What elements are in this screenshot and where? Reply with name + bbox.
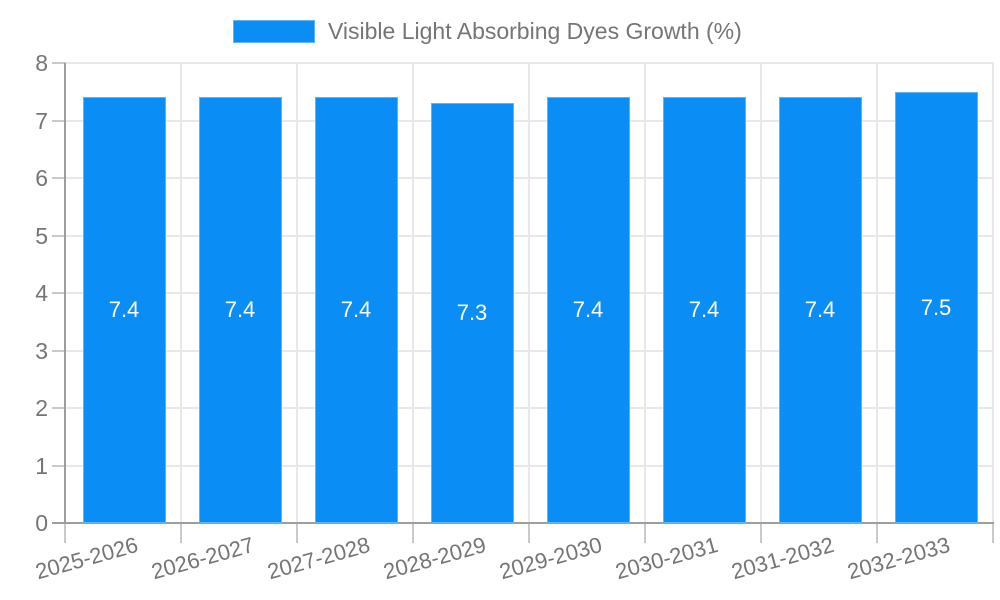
gridline-vertical xyxy=(760,63,762,523)
y-axis-tick-label: 7 xyxy=(35,107,48,134)
x-tick-mark xyxy=(64,523,66,543)
gridline-horizontal xyxy=(66,62,994,64)
y-tick-mark xyxy=(52,464,66,467)
gridline-vertical xyxy=(528,63,530,523)
bar[interactable] xyxy=(430,103,514,523)
bar-value-label: 7.5 xyxy=(920,294,952,320)
gridline-vertical xyxy=(876,63,878,523)
y-tick-mark xyxy=(52,407,66,409)
gridline-horizontal xyxy=(66,119,994,122)
gridline-horizontal xyxy=(66,349,994,352)
gridline-vertical xyxy=(992,63,994,523)
bar-value-label: 7.4 xyxy=(340,297,372,322)
legend-item[interactable]: Visible Light Absorbing Dyes Growth (%) xyxy=(233,18,742,45)
x-tick-mark xyxy=(644,523,646,543)
y-tick-mark xyxy=(52,177,66,179)
bar[interactable] xyxy=(198,97,282,523)
gridline-vertical xyxy=(644,63,646,523)
x-axis-line xyxy=(52,522,994,524)
bar[interactable] xyxy=(82,97,166,523)
legend-swatch xyxy=(233,20,315,43)
gridline-horizontal xyxy=(66,177,994,179)
x-tick-mark xyxy=(760,523,762,543)
y-tick-mark xyxy=(52,119,66,122)
gridline-horizontal xyxy=(66,407,994,409)
y-tick-mark xyxy=(52,349,66,352)
bar-value-label: 7.4 xyxy=(572,297,604,322)
y-tick-mark xyxy=(52,62,66,64)
x-tick-mark xyxy=(876,523,878,543)
bar[interactable] xyxy=(662,97,746,523)
bar-value-label: 7.4 xyxy=(804,297,836,322)
bar[interactable] xyxy=(314,97,398,523)
legend-label: Visible Light Absorbing Dyes Growth (%) xyxy=(328,18,742,44)
x-tick-mark xyxy=(180,523,182,543)
y-axis-tick-label: 2 xyxy=(35,395,48,421)
bar[interactable] xyxy=(546,97,630,523)
y-axis-tick-label: 1 xyxy=(35,452,48,479)
bar[interactable] xyxy=(894,92,978,523)
y-axis-tick-label: 3 xyxy=(35,337,48,364)
gridline-vertical xyxy=(180,63,182,523)
y-tick-mark xyxy=(52,292,66,294)
gridline-horizontal xyxy=(66,464,994,467)
y-axis-tick-label: 5 xyxy=(35,222,48,249)
x-tick-mark xyxy=(992,523,994,543)
bar-value-label: 7.4 xyxy=(108,297,140,322)
y-tick-mark xyxy=(52,234,66,237)
bar-value-label: 7.3 xyxy=(456,300,488,325)
gridline-horizontal xyxy=(66,292,994,294)
gridline-horizontal xyxy=(66,234,994,237)
x-tick-mark xyxy=(412,523,414,543)
bar[interactable] xyxy=(778,97,862,523)
x-tick-mark xyxy=(528,523,530,543)
y-axis-tick-label: 4 xyxy=(35,280,48,306)
y-axis-tick-label: 6 xyxy=(35,165,48,191)
y-axis-line xyxy=(64,63,66,523)
y-axis-tick-label: 8 xyxy=(35,50,48,76)
gridline-vertical xyxy=(296,63,298,523)
gridline-vertical xyxy=(412,63,414,523)
x-tick-mark xyxy=(296,523,298,543)
bar-value-label: 7.4 xyxy=(688,297,720,322)
bar-value-label: 7.4 xyxy=(224,297,256,322)
y-axis-tick-label: 0 xyxy=(35,510,48,536)
